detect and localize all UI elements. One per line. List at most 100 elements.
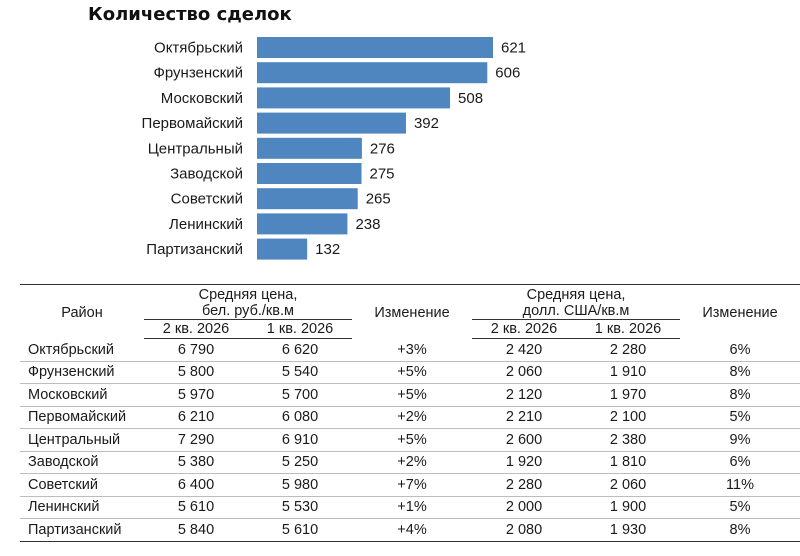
bar (257, 87, 451, 109)
bar (257, 112, 406, 134)
cell-district: Советский (20, 473, 144, 497)
data-label: 238 (355, 216, 380, 233)
bar (257, 163, 362, 184)
cell-byn-q1: 6 620 (248, 338, 353, 362)
cell-byn-q1: 6 080 (248, 406, 353, 429)
cell-district: Центральный (20, 428, 144, 452)
header-district: Район (20, 284, 144, 339)
cell-byn-q2: 5 970 (144, 383, 248, 407)
cell-district: Ленинский (20, 496, 144, 519)
header-change-byn: Изменение (352, 284, 473, 339)
table-header-row: Район Средняя цена, бел. руб./кв.м Измен… (20, 284, 800, 339)
price-table: Район Средняя цена, бел. руб./кв.м Измен… (20, 284, 800, 542)
table-row: Первомайский 6 210 6 080 +2% 2 210 2 100 5% (20, 406, 800, 429)
cell-usd-q1: 2 280 (576, 338, 681, 362)
cell-district: Первомайский (20, 406, 144, 429)
cell-byn-q1: 5 610 (248, 518, 353, 542)
bar (257, 37, 493, 58)
data-label: 275 (370, 166, 395, 183)
cell-byn-q1: 5 980 (248, 473, 353, 497)
category-label: Партизанский (146, 241, 243, 258)
cell-usd-chg: 11% (680, 473, 800, 497)
category-label: Ленинский (169, 216, 243, 233)
category-label: Фрунзенский (153, 65, 243, 82)
table-row: Октябрьский 6 790 6 620 +3% 2 420 2 280 6% (20, 338, 800, 362)
table-row: Центральный 7 290 6 910 +5% 2 600 2 380 9% (20, 428, 800, 452)
cell-usd-chg: 9% (680, 428, 800, 452)
category-label: Заводской (170, 166, 243, 183)
cell-byn-chg: +5% (352, 428, 473, 452)
table-row: Партизанский 5 840 5 610 +4% 2 080 1 930 8% (20, 518, 800, 542)
category-label: Центральный (148, 140, 243, 157)
cell-byn-q1: 5 700 (248, 383, 353, 407)
table-subheader-row: 2 кв. 2026 1 кв. 2026 2 кв. 2026 1 кв. 2… (20, 319, 800, 339)
data-label: 265 (366, 191, 391, 208)
price-table-container: Район Средняя цена, бел. руб./кв.м Измен… (20, 284, 800, 542)
cell-usd-q2: 2 000 (472, 496, 577, 519)
category-label: Первомайский (142, 115, 243, 132)
cell-usd-chg: 6% (680, 451, 800, 474)
cell-usd-q1: 1 910 (576, 361, 681, 384)
cell-byn-chg: +2% (352, 406, 473, 429)
bar (257, 137, 362, 159)
bar (257, 62, 488, 84)
header-price-usd: Средняя цена, долл. США/кв.м (472, 284, 681, 320)
cell-byn-q2: 5 380 (144, 451, 248, 474)
cell-byn-q1: 5 250 (248, 451, 353, 474)
cell-byn-q2: 5 840 (144, 518, 248, 542)
table-row: Советский 6 400 5 980 +7% 2 280 2 060 11% (20, 473, 800, 497)
cell-usd-q2: 1 920 (472, 451, 577, 474)
cell-byn-chg: +1% (352, 496, 473, 519)
header-change-usd: Изменение (680, 284, 800, 339)
cell-usd-q2: 2 600 (472, 428, 577, 452)
cell-usd-q2: 2 280 (472, 473, 577, 497)
cell-district: Заводской (20, 451, 144, 474)
cell-byn-q2: 5 610 (144, 496, 248, 519)
cell-usd-chg: 8% (680, 383, 800, 407)
header-usd-q1: 1 кв. 2026 (576, 319, 681, 339)
data-label: 508 (458, 90, 483, 107)
cell-usd-chg: 5% (680, 406, 800, 429)
header-price-byn: Средняя цена, бел. руб./кв.м (144, 284, 353, 320)
data-label: 392 (414, 115, 439, 132)
data-label: 606 (495, 65, 520, 82)
cell-district: Октябрьский (20, 338, 144, 362)
cell-usd-q2: 2 080 (472, 518, 577, 542)
bar (257, 188, 358, 210)
data-label: 621 (501, 40, 526, 57)
cell-byn-q2: 6 400 (144, 473, 248, 497)
header-usd-q2: 2 кв. 2026 (472, 319, 577, 339)
bar (257, 238, 308, 260)
category-label: Октябрьский (154, 40, 243, 57)
cell-byn-chg: +4% (352, 518, 473, 542)
cell-usd-chg: 5% (680, 496, 800, 519)
cell-usd-q1: 2 100 (576, 406, 681, 429)
cell-byn-q2: 5 800 (144, 361, 248, 384)
category-label: Московский (161, 90, 243, 107)
table-body: Октябрьский 6 790 6 620 +3% 2 420 2 280 6% Фрун… (20, 338, 800, 542)
cell-district: Фрунзенский (20, 361, 144, 384)
cell-usd-q2: 2 420 (472, 338, 577, 362)
cell-usd-q1: 1 930 (576, 518, 681, 542)
cell-byn-q2: 7 290 (144, 428, 248, 452)
cell-byn-q1: 5 530 (248, 496, 353, 519)
cell-byn-chg: +2% (352, 451, 473, 474)
header-byn-q2: 2 кв. 2026 (144, 319, 248, 339)
cell-byn-q2: 6 790 (144, 338, 248, 362)
table-row: Фрунзенский 5 800 5 540 +5% 2 060 1 910 8% (20, 361, 800, 384)
data-label: 276 (370, 140, 395, 157)
category-label: Советский (171, 191, 243, 208)
cell-byn-q1: 6 910 (248, 428, 353, 452)
cell-usd-q1: 2 380 (576, 428, 681, 452)
chart-title: Количество сделок (88, 4, 292, 25)
cell-district: Московский (20, 383, 144, 407)
cell-usd-q1: 2 060 (576, 473, 681, 497)
cell-usd-q1: 1 900 (576, 496, 681, 519)
cell-byn-chg: +3% (352, 338, 473, 362)
cell-usd-q2: 2 120 (472, 383, 577, 407)
cell-usd-chg: 8% (680, 518, 800, 542)
bar (257, 213, 348, 235)
table-row: Московский 5 970 5 700 +5% 2 120 1 970 8% (20, 383, 800, 407)
cell-usd-chg: 6% (680, 338, 800, 362)
cell-district: Партизанский (20, 518, 144, 542)
